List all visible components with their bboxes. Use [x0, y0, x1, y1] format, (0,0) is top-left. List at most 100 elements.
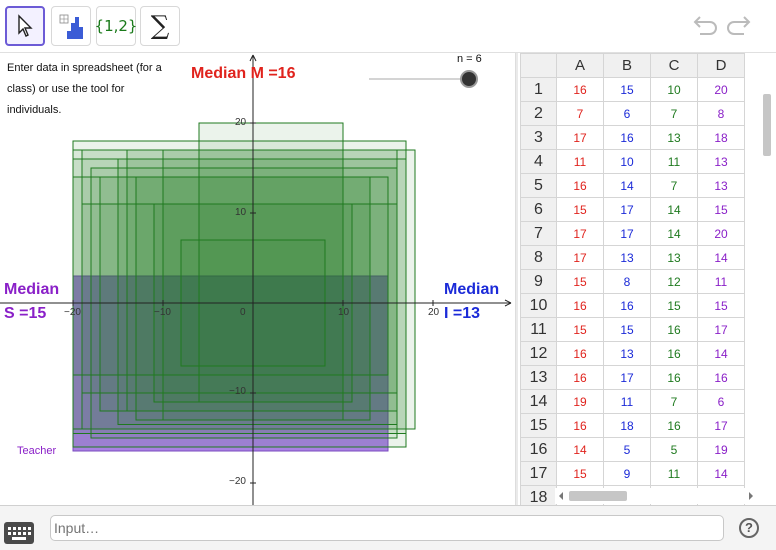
table-cell[interactable]: 17	[556, 125, 604, 150]
help-icon[interactable]: ?	[739, 518, 759, 538]
table-cell[interactable]: 7	[650, 101, 698, 126]
table-cell[interactable]: 10	[650, 77, 698, 102]
corner-cell[interactable]	[520, 53, 557, 78]
table-cell[interactable]: 16	[603, 125, 651, 150]
table-cell[interactable]: 15	[650, 293, 698, 318]
table-cell[interactable]: 17	[603, 221, 651, 246]
table-cell[interactable]: 15	[603, 77, 651, 102]
table-cell[interactable]: 11	[650, 461, 698, 486]
row-header[interactable]: 10	[520, 293, 557, 318]
table-cell[interactable]: 14	[603, 173, 651, 198]
row-header[interactable]: 7	[520, 221, 557, 246]
plot-canvas[interactable]	[0, 53, 515, 505]
move-tool-button[interactable]	[5, 6, 45, 46]
table-cell[interactable]: 17	[603, 197, 651, 222]
table-cell[interactable]: 18	[603, 413, 651, 438]
table-cell[interactable]: 16	[650, 341, 698, 366]
row-header[interactable]: 17	[520, 461, 557, 486]
table-cell[interactable]: 11	[556, 149, 604, 174]
table-cell[interactable]: 19	[556, 389, 604, 414]
table-cell[interactable]: 14	[650, 221, 698, 246]
table-cell[interactable]: 17	[556, 221, 604, 246]
table-cell[interactable]: 7	[556, 101, 604, 126]
row-header[interactable]: 2	[520, 101, 557, 126]
column-header-c[interactable]: C	[650, 53, 698, 78]
table-cell[interactable]: 16	[556, 293, 604, 318]
table-cell[interactable]: 18	[697, 125, 745, 150]
table-cell[interactable]: 15	[697, 197, 745, 222]
list-tool-button[interactable]: {1,2}	[95, 6, 137, 46]
table-cell[interactable]: 7	[650, 173, 698, 198]
table-cell[interactable]: 15	[556, 317, 604, 342]
table-cell[interactable]: 19	[697, 437, 745, 462]
row-header[interactable]: 5	[520, 173, 557, 198]
spreadsheet-grid[interactable]: A B C D 1 16 15 10 20 2 7 6 7 8 3 17 16 13 18 4 11 10 11 13…	[520, 53, 745, 505]
table-cell[interactable]: 17	[603, 365, 651, 390]
row-header[interactable]: 3	[520, 125, 557, 150]
horizontal-scroll-thumb[interactable]	[569, 491, 627, 501]
table-cell[interactable]: 11	[650, 149, 698, 174]
table-cell[interactable]: 11	[697, 269, 745, 294]
table-cell[interactable]: 17	[697, 317, 745, 342]
table-cell[interactable]: 8	[697, 101, 745, 126]
table-cell[interactable]: 16	[556, 413, 604, 438]
row-header[interactable]: 8	[520, 245, 557, 270]
table-cell[interactable]: 13	[697, 173, 745, 198]
table-cell[interactable]: 10	[603, 149, 651, 174]
table-cell[interactable]: 9	[603, 461, 651, 486]
panel-divider[interactable]	[515, 53, 518, 505]
slider-handle[interactable]	[460, 70, 478, 88]
table-cell[interactable]: 16	[650, 317, 698, 342]
table-cell[interactable]: 15	[556, 197, 604, 222]
table-cell[interactable]: 20	[697, 77, 745, 102]
row-header[interactable]: 1	[520, 77, 557, 102]
table-cell[interactable]: 16	[556, 77, 604, 102]
table-cell[interactable]: 14	[697, 341, 745, 366]
algebra-input[interactable]	[50, 515, 724, 541]
table-cell[interactable]: 13	[650, 125, 698, 150]
row-header[interactable]: 18	[520, 485, 557, 505]
table-cell[interactable]: 16	[603, 293, 651, 318]
table-cell[interactable]: 16	[650, 413, 698, 438]
row-header[interactable]: 11	[520, 317, 557, 342]
table-cell[interactable]: 6	[603, 101, 651, 126]
row-header[interactable]: 15	[520, 413, 557, 438]
keyboard-icon[interactable]	[4, 522, 34, 544]
table-cell[interactable]: 14	[650, 197, 698, 222]
horizontal-scrollbar[interactable]	[555, 488, 757, 504]
table-cell[interactable]: 20	[697, 221, 745, 246]
sum-tool-button[interactable]: ∑	[140, 6, 180, 46]
table-cell[interactable]: 16	[697, 365, 745, 390]
table-cell[interactable]: 16	[556, 341, 604, 366]
table-cell[interactable]: 13	[603, 245, 651, 270]
vertical-scrollbar[interactable]	[761, 88, 773, 488]
table-cell[interactable]: 16	[556, 365, 604, 390]
table-cell[interactable]: 16	[556, 173, 604, 198]
row-header[interactable]: 9	[520, 269, 557, 294]
table-cell[interactable]: 5	[603, 437, 651, 462]
row-header[interactable]: 12	[520, 341, 557, 366]
table-cell[interactable]: 13	[697, 149, 745, 174]
undo-icon[interactable]	[688, 12, 718, 42]
scroll-right-icon[interactable]	[747, 491, 755, 501]
table-cell[interactable]: 14	[697, 461, 745, 486]
table-cell[interactable]: 14	[697, 245, 745, 270]
redo-icon[interactable]	[726, 12, 756, 42]
table-cell[interactable]: 17	[556, 245, 604, 270]
table-cell[interactable]: 6	[697, 389, 745, 414]
table-cell[interactable]: 13	[650, 245, 698, 270]
table-cell[interactable]: 11	[603, 389, 651, 414]
table-cell[interactable]: 8	[603, 269, 651, 294]
table-cell[interactable]: 7	[650, 389, 698, 414]
table-cell[interactable]: 15	[697, 293, 745, 318]
table-cell[interactable]: 15	[603, 317, 651, 342]
column-header-a[interactable]: A	[556, 53, 604, 78]
statistics-tool-button[interactable]	[51, 6, 91, 46]
column-header-b[interactable]: B	[603, 53, 651, 78]
table-cell[interactable]: 14	[556, 437, 604, 462]
graphics-view[interactable]: Enter data in spreadsheet (for a class) …	[0, 53, 515, 505]
table-cell[interactable]: 12	[650, 269, 698, 294]
table-cell[interactable]: 13	[603, 341, 651, 366]
spreadsheet-view[interactable]: A B C D 1 16 15 10 20 2 7 6 7 8 3 17 16 13 18 4 11 10 11 13…	[518, 53, 776, 505]
table-cell[interactable]: 17	[697, 413, 745, 438]
